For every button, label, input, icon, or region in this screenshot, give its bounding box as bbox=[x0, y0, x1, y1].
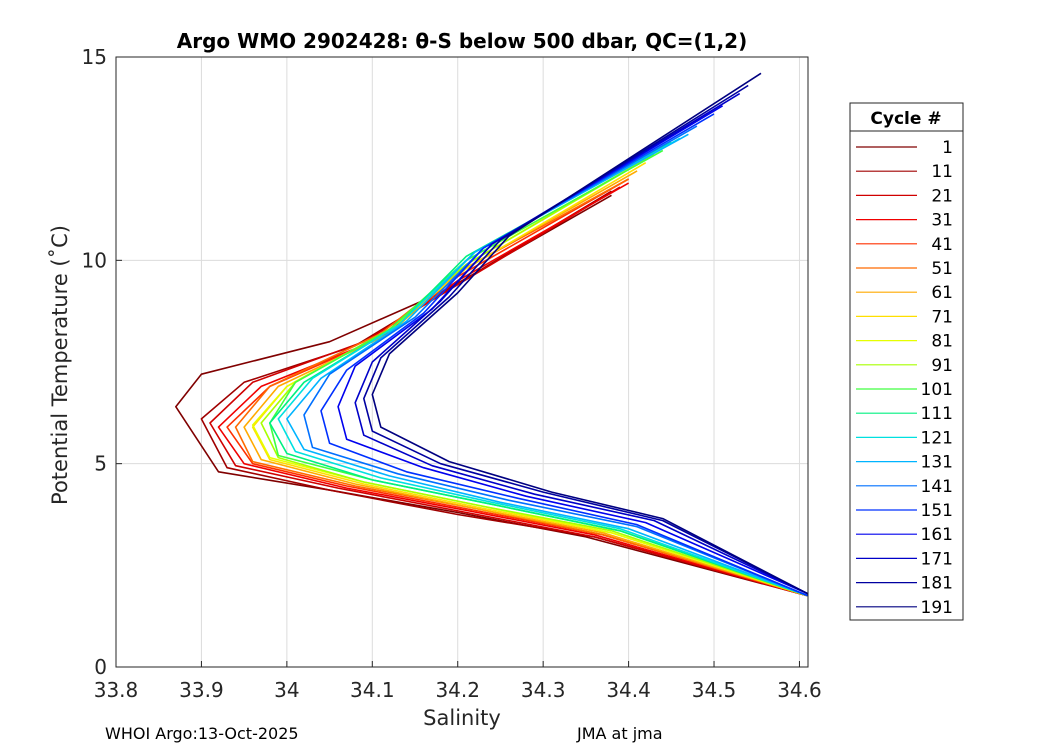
x-tick-label: 34.4 bbox=[606, 678, 651, 702]
series-line-cycle-191 bbox=[371, 72, 809, 595]
plot-area bbox=[116, 57, 808, 667]
y-tick-label: 10 bbox=[82, 248, 107, 272]
series-line-cycle-181 bbox=[362, 84, 809, 595]
y-tick-label: 0 bbox=[94, 655, 107, 679]
legend-label: 1 bbox=[942, 138, 953, 158]
x-tick-label: 34 bbox=[274, 678, 299, 702]
series-layer bbox=[175, 72, 809, 597]
y-axis-label: Potential Temperature (˚C) bbox=[48, 225, 72, 505]
legend-label: 41 bbox=[931, 235, 953, 255]
legend-label: 121 bbox=[921, 428, 953, 448]
y-tick-label: 15 bbox=[82, 45, 107, 69]
legend-label: 131 bbox=[921, 453, 953, 473]
legend-label: 161 bbox=[921, 525, 953, 545]
x-axis-label: Salinity bbox=[423, 706, 501, 730]
x-tick-label: 34.6 bbox=[777, 678, 822, 702]
x-tick-label: 33.9 bbox=[179, 678, 224, 702]
x-tick-label: 34.3 bbox=[521, 678, 566, 702]
series-line-cycle-111 bbox=[268, 141, 809, 597]
series-line-cycle-121 bbox=[277, 137, 809, 597]
legend-label: 11 bbox=[931, 162, 953, 182]
legend-label: 31 bbox=[931, 211, 953, 231]
legend-title: Cycle # bbox=[870, 109, 941, 129]
legend-label: 141 bbox=[921, 477, 953, 497]
legend-label: 101 bbox=[921, 380, 953, 400]
x-axis-ticks: 33.8 33.9 34 34.1 34.2 34.3 34.4 34.5 34.6 bbox=[94, 661, 822, 702]
legend-label: 61 bbox=[931, 283, 953, 303]
series-line-cycle-171 bbox=[354, 92, 809, 595]
x-tick-label: 34.2 bbox=[435, 678, 480, 702]
footer-credit: JMA at jma bbox=[577, 724, 663, 743]
plot-frame bbox=[115, 56, 809, 668]
footer-source: WHOI Argo:13-Oct-2025 bbox=[105, 724, 299, 743]
legend-label: 171 bbox=[921, 549, 953, 569]
legend-label: 71 bbox=[931, 307, 953, 327]
legend: Cycle # 11121314151617181911011111211311… bbox=[849, 102, 964, 621]
legend-label: 191 bbox=[921, 598, 953, 618]
legend-label: 51 bbox=[931, 259, 953, 279]
x-tick-label: 34.1 bbox=[350, 678, 395, 702]
legend-label: 91 bbox=[931, 356, 953, 376]
legend-label: 181 bbox=[921, 574, 953, 594]
y-tick-label: 5 bbox=[94, 452, 107, 476]
series-line-cycle-151 bbox=[320, 113, 809, 597]
legend-label: 111 bbox=[921, 404, 953, 424]
legend-entries: 1112131415161718191101111121131141151161… bbox=[856, 138, 953, 618]
legend-label: 21 bbox=[931, 186, 953, 206]
legend-label: 151 bbox=[921, 501, 953, 521]
y-axis-ticks: 0 5 10 15 bbox=[82, 45, 122, 679]
x-tick-label: 34.5 bbox=[692, 678, 737, 702]
series-line-cycle-141 bbox=[303, 125, 809, 597]
legend-label: 81 bbox=[931, 332, 953, 352]
series-line-cycle-131 bbox=[286, 133, 809, 597]
x-tick-label: 33.8 bbox=[94, 678, 139, 702]
chart-title: Argo WMO 2902428: θ-S below 500 dbar, QC… bbox=[177, 29, 747, 53]
